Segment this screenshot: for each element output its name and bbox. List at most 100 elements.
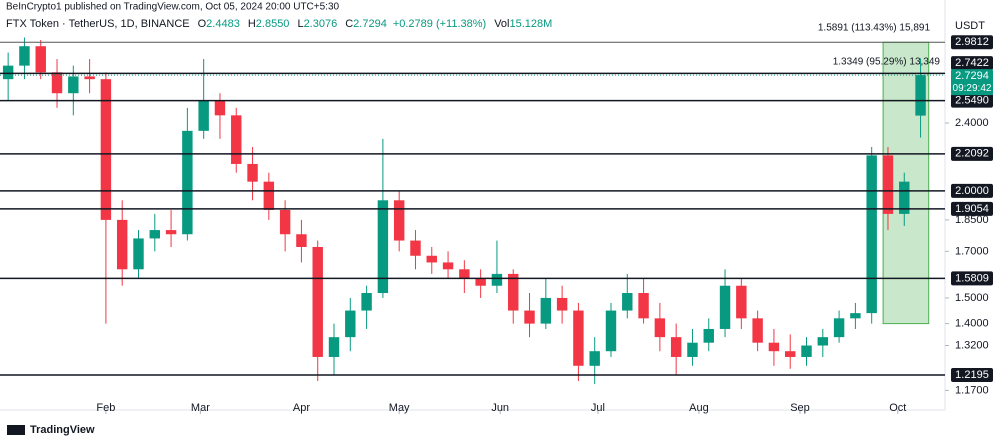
level-label: 2.0000 xyxy=(955,185,989,197)
candle-body xyxy=(491,273,503,286)
candle-body xyxy=(605,310,617,352)
candle-body xyxy=(736,285,747,319)
legend: FTX Token · TetherUS, 1D, BINANCE O2.4483… xyxy=(6,18,552,30)
level-box xyxy=(951,146,993,161)
y-tick-label: 1.7000 xyxy=(955,245,989,257)
legend-symbol: FTX Token · TetherUS, 1D, BINANCE xyxy=(6,18,190,30)
level-box xyxy=(951,93,993,108)
candle-body xyxy=(182,130,193,235)
candle-body xyxy=(833,318,845,338)
candle-body xyxy=(687,342,698,357)
x-tick-label: Oct xyxy=(889,402,906,414)
candle-body xyxy=(573,310,584,366)
x-tick-label: Feb xyxy=(96,402,115,414)
x-tick-label: Apr xyxy=(293,402,310,414)
candle-body xyxy=(377,200,389,294)
candle-body xyxy=(459,269,470,279)
y-tick-label: 1.5000 xyxy=(955,292,989,304)
candle-body xyxy=(2,65,14,80)
legend-value: 2.8550 xyxy=(256,18,290,30)
x-tick-label: Jun xyxy=(491,402,509,414)
candle-body xyxy=(165,230,177,235)
candle-body xyxy=(68,76,79,94)
last-price-label: 2.7294 xyxy=(955,70,989,82)
countdown: 09:29:42 xyxy=(953,83,992,94)
y-tick-label: 1.3200 xyxy=(955,339,989,351)
level-box xyxy=(951,201,993,216)
candle-body xyxy=(589,351,600,366)
legend-key: O xyxy=(198,18,207,30)
x-tick-label: Jul xyxy=(591,402,605,414)
currency: USDT xyxy=(955,20,985,32)
candle-body xyxy=(556,297,568,311)
candle-body xyxy=(670,337,682,357)
candle-body xyxy=(752,318,763,343)
candle-body xyxy=(263,181,275,210)
last-price-box xyxy=(951,69,993,96)
y-tick-label: 1.4000 xyxy=(955,318,989,330)
candle-body xyxy=(442,262,454,270)
legend-key: H xyxy=(248,18,256,30)
legend-volume: 15.128M xyxy=(510,18,553,30)
candle-body xyxy=(426,255,437,263)
legend-value: 2.7294 xyxy=(353,18,387,30)
candle-body xyxy=(768,342,780,352)
legend-key: L xyxy=(297,18,303,30)
candle-body xyxy=(654,318,666,338)
level-box xyxy=(951,56,993,71)
level-box xyxy=(951,35,993,50)
candle-body xyxy=(866,155,877,314)
candle-body xyxy=(850,313,861,319)
candle-body xyxy=(198,100,209,131)
candle-body xyxy=(719,285,731,329)
level-label: 2.9812 xyxy=(955,36,989,48)
level-label: 1.9054 xyxy=(955,203,989,215)
candle-body xyxy=(133,238,144,270)
candle-body xyxy=(622,293,633,311)
candle-body xyxy=(312,246,323,357)
candle-body xyxy=(817,337,829,346)
level-box xyxy=(951,367,993,382)
candle-body xyxy=(35,46,46,73)
candle-body xyxy=(100,79,112,220)
legend-change: +0.2789 (+11.38%) xyxy=(393,18,486,30)
candle-body xyxy=(247,163,258,182)
candle-body xyxy=(475,278,486,286)
candle-body xyxy=(361,293,372,311)
candle-body xyxy=(785,351,796,357)
candle-body xyxy=(279,209,291,235)
level-label: 2.2092 xyxy=(955,148,989,160)
level-label: 1.5809 xyxy=(955,272,989,284)
measure-label: 1.5891 (113.43%) 15,891 xyxy=(818,23,931,34)
candle-body xyxy=(214,100,226,116)
candle-body xyxy=(393,200,405,241)
candle-body xyxy=(915,75,926,116)
candle-body xyxy=(296,234,307,247)
candle-body xyxy=(508,273,519,311)
brand-logo xyxy=(7,425,25,435)
legend-volume-key: Vol xyxy=(494,18,509,30)
level-box xyxy=(951,183,993,198)
x-tick-label: Mar xyxy=(191,402,210,414)
y-tick-label: 1.1700 xyxy=(955,384,989,396)
candle-body xyxy=(345,310,356,338)
candle-body xyxy=(540,297,552,324)
level-label: 1.2195 xyxy=(955,369,989,381)
candle-body xyxy=(231,115,242,164)
legend-key: C xyxy=(345,18,353,30)
candle-body xyxy=(882,155,894,214)
y-tick-label: 2.4000 xyxy=(955,117,989,129)
level-label: 2.7422 xyxy=(955,57,989,69)
candle-body xyxy=(638,293,649,319)
candle-body xyxy=(19,46,30,66)
x-tick-label: May xyxy=(389,402,410,414)
x-tick-label: Sep xyxy=(790,402,810,414)
brand: TradingView xyxy=(30,424,95,436)
candle-body xyxy=(116,219,128,270)
candle-body xyxy=(328,337,340,357)
candle-body xyxy=(410,240,421,256)
x-tick-label: Aug xyxy=(689,402,709,414)
candle-body xyxy=(899,181,910,214)
candle-body xyxy=(51,72,63,94)
